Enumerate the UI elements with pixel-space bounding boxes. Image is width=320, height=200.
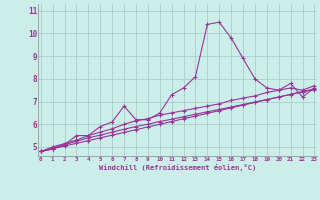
X-axis label: Windchill (Refroidissement éolien,°C): Windchill (Refroidissement éolien,°C): [99, 164, 256, 171]
